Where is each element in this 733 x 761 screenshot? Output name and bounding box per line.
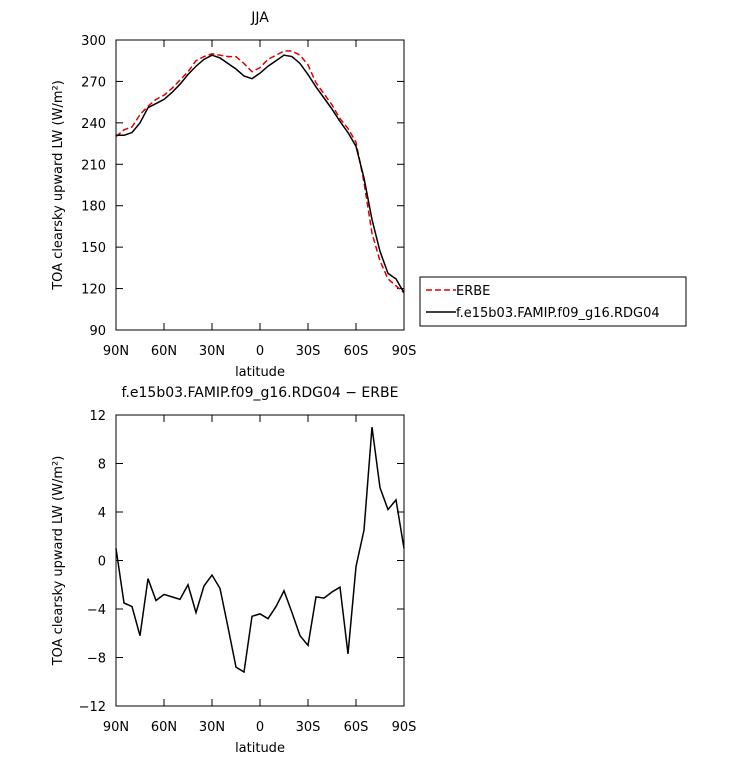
plot-frame	[115, 39, 405, 331]
y-tick-label: 270	[81, 75, 106, 90]
y-tick-label: 180	[81, 200, 106, 215]
x-axis-label: latitude	[235, 741, 285, 756]
y-axis-label: TOA clearsky upward LW (W/m²)	[51, 456, 66, 667]
y-tick-label: 8	[98, 458, 106, 473]
y-axis-label: TOA clearsky upward LW (W/m²)	[51, 80, 66, 291]
legend-box	[419, 276, 687, 327]
x-tick-label: 30S	[296, 720, 321, 735]
x-tick-label: 90S	[392, 344, 417, 359]
x-tick-label: 60S	[344, 720, 369, 735]
x-tick-label: 30N	[199, 720, 225, 735]
x-tick-label: 90N	[103, 720, 129, 735]
x-tick-label: 60S	[344, 344, 369, 359]
y-tick-label: 120	[81, 283, 106, 298]
y-tick-label: −12	[79, 700, 106, 715]
x-tick-label: 30S	[296, 344, 321, 359]
series-line	[116, 54, 405, 294]
y-tick-label: 0	[98, 555, 106, 570]
x-tick-label: 0	[256, 720, 264, 735]
x-axis-label: latitude	[235, 365, 285, 380]
series-line	[115, 427, 405, 674]
x-tick-label: 90N	[103, 344, 129, 359]
y-tick-label: 4	[98, 506, 106, 521]
legend-label: ERBE	[456, 284, 490, 299]
y-tick-label: 12	[89, 409, 106, 424]
y-tick-label: 210	[81, 158, 106, 173]
x-tick-label: 60N	[151, 344, 177, 359]
y-tick-label: 90	[89, 324, 106, 339]
y-tick-label: −4	[87, 603, 106, 618]
series-line	[115, 50, 405, 294]
chart-title: JJA	[250, 10, 269, 26]
legend-label: f.e15b03.FAMIP.f09_g16.RDG04	[456, 306, 660, 321]
x-tick-label: 90S	[392, 720, 417, 735]
y-tick-label: 300	[81, 34, 106, 49]
x-tick-label: 30N	[199, 344, 225, 359]
x-tick-label: 60N	[151, 720, 177, 735]
x-tick-label: 0	[256, 344, 264, 359]
chart-title: f.e15b03.FAMIP.f09_g16.RDG04 − ERBE	[122, 385, 399, 401]
y-tick-label: −8	[87, 652, 106, 667]
y-tick-label: 150	[81, 241, 106, 256]
y-tick-label: 240	[81, 117, 106, 132]
plot-frame	[115, 414, 405, 707]
